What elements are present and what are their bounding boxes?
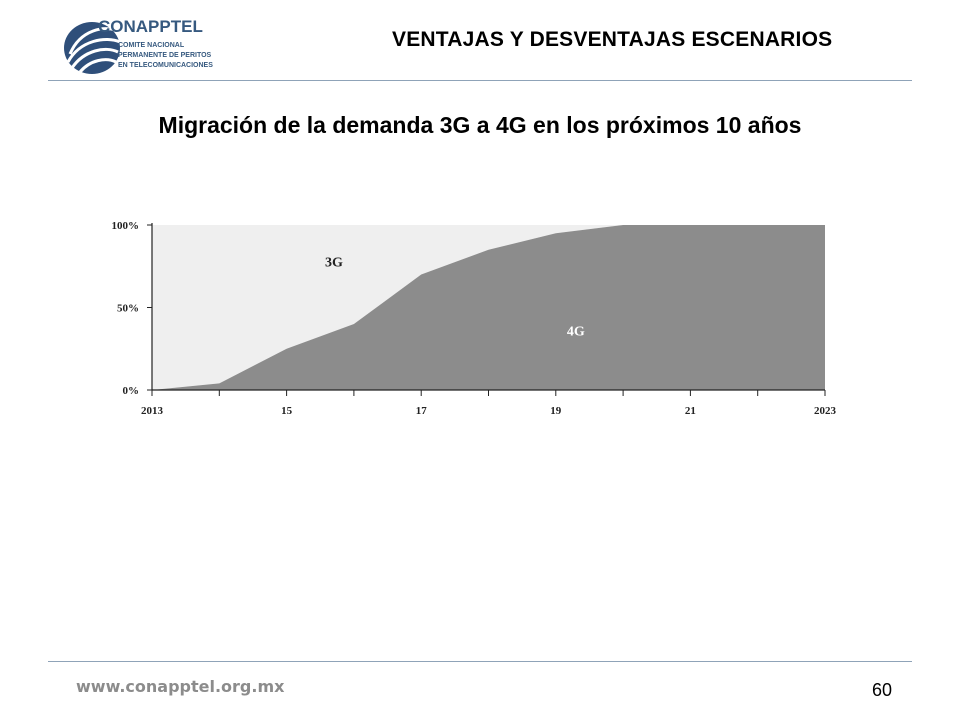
page-number: 60 xyxy=(872,680,893,700)
header-divider xyxy=(48,80,912,81)
x-tick-label: 2023 xyxy=(814,405,837,417)
conapptel-logo-graphic: CONAPPTEL COMITE NACIONAL PERMANENTE DE … xyxy=(64,17,213,74)
series-label-4g: 4G xyxy=(567,325,585,340)
series-area-3g xyxy=(152,225,825,390)
x-tick-label: 19 xyxy=(550,405,562,417)
footer-url[interactable]: www.conapptel.org.mx xyxy=(76,677,285,696)
y-tick-label: 0% xyxy=(123,385,140,397)
chart-svg: 100% 50% 0%2013 15 17 19 21 2023 3G 4G xyxy=(112,220,837,417)
footer-divider xyxy=(48,661,912,662)
x-tick-label: 17 xyxy=(416,405,428,417)
series-area-4g xyxy=(152,225,825,390)
header-title: VENTAJAS Y DESVENTAJAS ESCENARIOS xyxy=(392,28,833,51)
logo-name: CONAPPTEL xyxy=(98,17,203,36)
logo-line2: PERMANENTE DE PERITOS xyxy=(118,52,212,59)
x-tick-label: 2013 xyxy=(141,405,164,417)
series-label-3g: 3G xyxy=(325,255,343,270)
y-tick-label: 100% xyxy=(112,220,140,232)
migration-chart: 100% 50% 0% 2013 15 17 19 21 2023 3G 4G xyxy=(95,205,855,430)
x-tick-label: 15 xyxy=(281,405,293,417)
slide-title: Migración de la demanda 3G a 4G en los p… xyxy=(158,112,802,138)
y-tick-label: 50% xyxy=(117,303,139,315)
logo-line1: COMITE NACIONAL xyxy=(118,42,185,49)
logo-line3: EN TELECOMUNICACIONES xyxy=(118,62,213,69)
conapptel-logo: CONAPPTEL COMITE NACIONAL PERMANENTE DE … xyxy=(60,10,260,80)
x-tick-label: 21 xyxy=(685,405,696,417)
